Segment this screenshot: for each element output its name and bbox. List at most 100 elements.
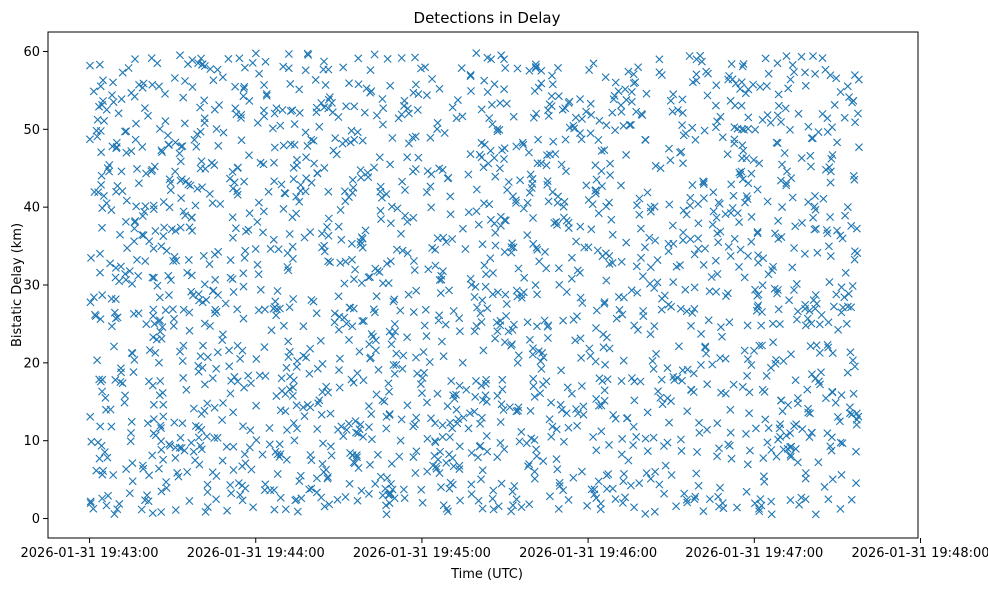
scatter-point [335,354,344,363]
scatter-point [315,396,324,405]
scatter-point [617,377,626,385]
scatter-point [149,244,158,253]
scatter-point [193,184,202,193]
scatter-point [375,268,384,276]
scatter-point [642,89,651,98]
scatter-point [353,496,362,505]
scatter-point [203,503,212,512]
scatter-point [377,215,385,224]
scatter-point [334,222,343,231]
scatter-point [145,237,154,246]
scatter-point [228,275,237,284]
scatter-point [636,377,645,386]
scatter-point [419,348,428,356]
scatter-point [97,171,106,180]
scatter-point [245,209,254,218]
scatter-point [377,193,386,202]
scatter-point [276,450,285,459]
scatter-point [252,436,261,445]
scatter-point [787,350,795,359]
scatter-point [225,346,234,355]
scatter-point [91,310,99,319]
scatter-point [788,263,797,272]
scatter-point [92,466,101,475]
scatter-point [260,81,269,89]
scatter-point [559,202,568,211]
scatter-point [472,185,481,194]
scatter-point [333,495,342,504]
scatter-point [355,347,364,356]
scatter-point [701,342,710,351]
scatter-point [313,169,322,177]
scatter-point [567,253,576,262]
scatter-point [491,334,500,343]
scatter-point [353,128,362,137]
scatter-point [391,327,400,336]
scatter-point [279,62,288,71]
scatter-point [86,298,95,307]
scatter-point [726,252,735,260]
scatter-point [556,400,565,409]
scatter-point [612,314,621,323]
scatter-point [525,460,534,469]
scatter-point [475,442,484,451]
scatter-point [740,346,749,355]
scatter-point [126,437,135,446]
scatter-point [145,346,154,355]
scatter-point [106,405,115,414]
scatter-point [788,193,797,202]
scatter-point [327,451,336,460]
scatter-point [285,347,294,356]
scatter-point [715,502,724,511]
scatter-point [344,419,353,428]
scatter-point [552,217,561,226]
scatter-point [237,136,246,145]
scatter-point [712,81,721,90]
scatter-point [183,268,192,277]
scatter-point [114,109,123,118]
scatter-point [709,188,718,197]
x-axis-ticks: 2026-01-31 19:43:00 2026-01-31 19:44:00 20… [21,538,988,561]
scatter-point [254,270,263,279]
scatter-point [807,134,816,143]
scatter-point [701,244,710,253]
scatter-point [744,252,752,260]
scatter-point [155,82,163,91]
scatter-point [591,161,600,170]
scatter-point [666,156,675,165]
scatter-point [559,213,568,222]
scatter-point [466,150,475,159]
scatter-point [723,289,732,298]
scatter-point [512,142,521,151]
scatter-point [312,474,321,483]
scatter-point [227,489,236,498]
scatter-point [587,485,596,494]
scatter-point [768,266,777,275]
scatter-point [854,412,863,421]
scatter-point [116,364,125,373]
scatter-point [428,75,437,83]
scatter-point [824,318,833,327]
scatter-point [491,241,500,250]
scatter-point [107,294,116,303]
scatter-point [488,120,497,129]
scatter-point [714,492,723,501]
scatter-point [254,198,263,207]
scatter-point [168,305,177,314]
scatter-point [704,316,713,325]
scatter-point [707,273,716,281]
scatter-point [530,474,539,483]
scatter-point [820,482,829,491]
scatter-point [383,54,392,63]
scatter-point [270,109,279,118]
scatter-point [317,410,326,419]
scatter-point [509,112,518,121]
scatter-point [278,106,287,114]
scatter-point [157,437,166,446]
scatter-point [572,405,581,414]
scatter-point [137,505,146,514]
scatter-point [563,383,572,392]
scatter-point [611,414,620,423]
scatter-point [554,192,562,201]
scatter-point [543,334,552,342]
